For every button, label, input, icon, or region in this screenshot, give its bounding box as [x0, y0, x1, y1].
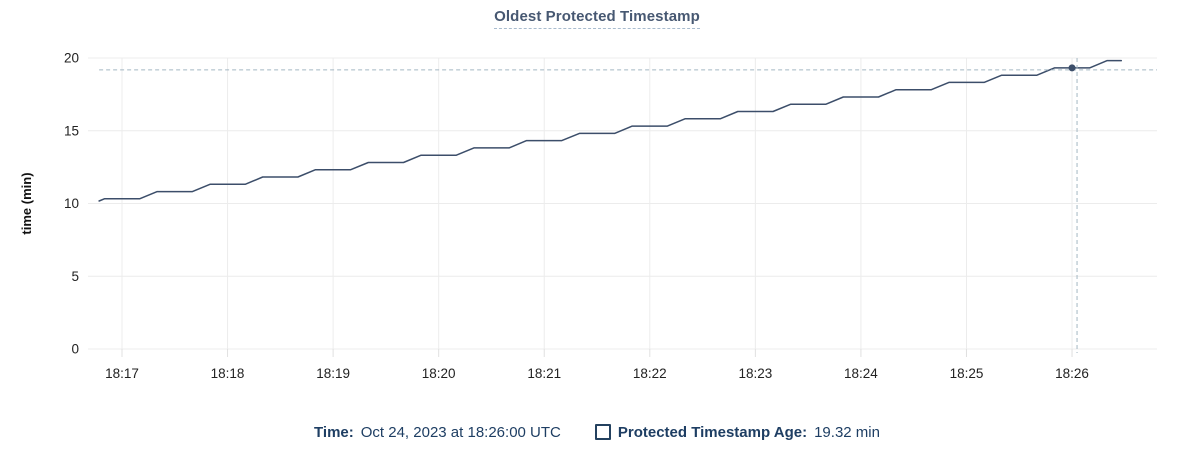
x-tick-label: 18:23	[738, 366, 772, 381]
y-tick-label: 10	[64, 196, 79, 211]
x-tick-label: 18:18	[211, 366, 245, 381]
legend-time-label: Time:	[314, 423, 354, 441]
y-tick-label: 0	[71, 342, 79, 357]
legend-series-value: 19.32 min	[814, 423, 880, 441]
legend-series-group: Protected Timestamp Age: 19.32 min	[594, 423, 880, 441]
legend-time-value: Oct 24, 2023 at 18:26:00 UTC	[360, 423, 561, 441]
x-tick-label: 18:25	[950, 366, 984, 381]
y-tick-label: 20	[64, 51, 79, 66]
x-tick-label: 18:26	[1055, 366, 1089, 381]
series-line	[98, 59, 1123, 202]
x-tick-label: 18:21	[527, 366, 561, 381]
x-tick-label: 18:20	[422, 366, 456, 381]
axis-labels: 0 5 10 15 20 18:17 18:18 18:19 18:20 18:21 18:22 18…	[64, 51, 1089, 382]
empty-square-icon[interactable]	[594, 424, 611, 440]
chart-canvas[interactable]: 0 5 10 15 20 18:17 18:18 18:19 18:20 18:21 18:22 18…	[0, 0, 1194, 400]
x-tick-label: 18:24	[844, 366, 878, 381]
chart-header: Oldest Protected Timestamp	[0, 8, 1194, 29]
gridlines	[88, 57, 1157, 357]
y-tick-label: 5	[71, 269, 79, 284]
y-tick-label: 15	[64, 123, 79, 138]
x-tick-label: 18:19	[316, 366, 350, 381]
legend-time-group: Time: Oct 24, 2023 at 18:26:00 UTC	[314, 424, 561, 441]
chart-title: Oldest Protected Timestamp	[494, 8, 700, 29]
chart-legend: Time: Oct 24, 2023 at 18:26:00 UTC Prote…	[0, 420, 1194, 444]
y-axis-title: time (min)	[19, 172, 34, 234]
x-tick-label: 18:22	[633, 366, 667, 381]
hover-point-dot	[1068, 64, 1076, 72]
legend-series-label: Protected Timestamp Age:	[617, 423, 808, 441]
x-tick-label: 18:17	[105, 366, 139, 381]
